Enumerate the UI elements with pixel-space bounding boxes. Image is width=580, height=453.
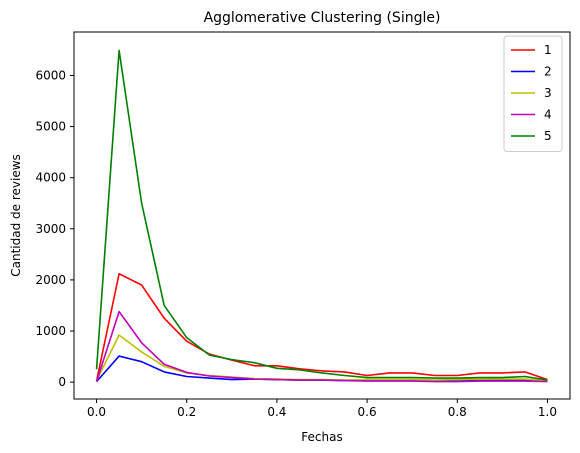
x-tick-label: 0.2 <box>177 405 196 419</box>
chart-title: Agglomerative Clustering (Single) <box>204 10 441 26</box>
x-tick-label: 0.8 <box>448 405 467 419</box>
x-axis: 0.0 0.2 0.4 0.6 0.8 1.0 <box>87 399 557 419</box>
legend-label: 4 <box>544 108 552 122</box>
y-tick-label: 4000 <box>35 171 66 185</box>
x-axis-label: Fechas <box>301 430 342 444</box>
x-tick-label: 0.4 <box>267 405 286 419</box>
y-tick-label: 6000 <box>35 68 66 82</box>
legend-label: 3 <box>544 86 552 100</box>
y-tick-label: 2000 <box>35 273 66 287</box>
x-tick-label: 0.6 <box>358 405 377 419</box>
series-line-5 <box>95 49 548 381</box>
series-line-1 <box>95 272 548 382</box>
plot-lines <box>95 49 548 383</box>
legend: 1 2 3 4 5 <box>503 35 563 152</box>
x-tick-label: 0.0 <box>87 405 106 419</box>
y-axis: 0 1000 2000 3000 4000 5000 6000 <box>35 68 74 389</box>
y-tick-label: 3000 <box>35 222 66 236</box>
axes-frame <box>73 31 571 400</box>
series-line-3 <box>95 334 548 382</box>
y-tick-label: 5000 <box>35 120 66 134</box>
legend-label: 2 <box>544 65 552 79</box>
legend-label: 1 <box>544 43 552 57</box>
legend-label: 5 <box>544 129 552 143</box>
series-line-4 <box>95 310 548 383</box>
y-tick-label: 1000 <box>35 324 66 338</box>
y-tick-label: 0 <box>58 375 66 389</box>
y-axis-label: Cantidad de reviews <box>9 154 23 277</box>
x-tick-label: 1.0 <box>538 405 557 419</box>
